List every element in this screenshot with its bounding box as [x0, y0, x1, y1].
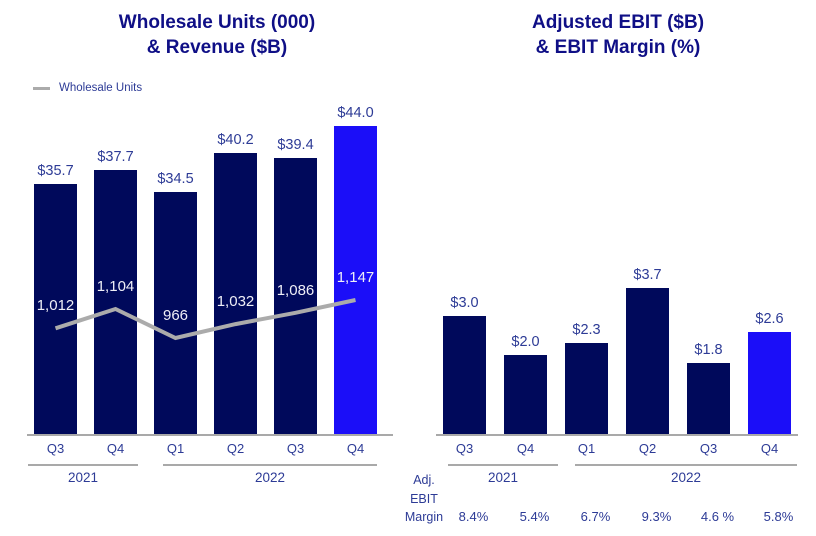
quarter-label: Q4 [106, 441, 125, 456]
bar-value-label: $3.7 [633, 267, 662, 283]
ebit-bar [626, 288, 669, 434]
bar-value-label: $44.0 [337, 105, 374, 121]
year-group-line [28, 464, 138, 466]
bar-value-label: $3.0 [450, 295, 479, 311]
quarter-label: Q2 [638, 441, 657, 456]
chart-title-line2: & Revenue ($B) [146, 37, 288, 58]
bar-value-label: $40.2 [217, 132, 254, 148]
revenue-bar [94, 170, 137, 434]
x-axis-line [27, 434, 393, 436]
year-label: 2021 [487, 470, 519, 485]
margin-value: 6.7% [580, 509, 611, 524]
chart-title-line1: Adjusted EBIT ($B) [531, 12, 705, 33]
bar-value-label: $34.5 [157, 171, 194, 187]
bar-value-label: $2.0 [511, 334, 540, 350]
margin-value: 4.6 % [700, 509, 735, 524]
quarter-label: Q1 [166, 441, 185, 456]
revenue-bar [274, 158, 317, 434]
ebit-bar [504, 355, 547, 434]
year-label: 2022 [670, 470, 702, 485]
margin-value: 9.3% [641, 509, 672, 524]
legend: Wholesale Units [33, 82, 142, 94]
legend-label: Wholesale Units [59, 82, 143, 94]
ebit-margin-chart-title: Adjusted EBIT ($B) & EBIT Margin (%) [488, 10, 748, 60]
units-value-label: 1,104 [96, 278, 135, 295]
adj-ebit-margin-row-header: Adj. EBIT Margin [398, 471, 450, 527]
quarter-label: Q1 [577, 441, 596, 456]
year-group-line [575, 464, 797, 466]
quarter-label: Q2 [226, 441, 245, 456]
margin-header-line3: Margin [404, 510, 444, 524]
ebit-bar [565, 343, 608, 434]
quarter-label: Q4 [346, 441, 365, 456]
bar-value-label: $2.6 [755, 311, 784, 327]
quarter-label: Q3 [699, 441, 718, 456]
ebit-bar [687, 363, 730, 434]
quarter-label: Q3 [286, 441, 305, 456]
wholesale-revenue-chart-title: Wholesale Units (000) & Revenue ($B) [87, 10, 347, 60]
bar-value-label: $1.8 [694, 342, 723, 358]
margin-header-line1: Adj. [413, 473, 435, 487]
quarter-label: Q4 [760, 441, 779, 456]
ebit-bar [748, 332, 791, 434]
year-group-line [163, 464, 377, 466]
margin-value: 8.4% [458, 509, 489, 524]
line-series-swatch-icon [33, 86, 50, 90]
bar-value-label: $39.4 [277, 137, 314, 153]
revenue-bar [214, 153, 257, 434]
margin-value: 5.4% [519, 509, 550, 524]
margin-value: 5.8% [763, 509, 794, 524]
bar-value-label: $2.3 [572, 322, 601, 338]
year-label: 2021 [67, 470, 99, 485]
units-value-label: 1,012 [36, 297, 75, 314]
bar-value-label: $35.7 [37, 163, 74, 179]
year-group-line [448, 464, 558, 466]
x-axis-line [436, 434, 798, 436]
ebit-bar [443, 316, 486, 434]
chart-title-line1: Wholesale Units (000) [118, 12, 316, 33]
bar-value-label: $37.7 [97, 149, 134, 165]
revenue-bar [334, 126, 377, 434]
quarter-label: Q3 [46, 441, 65, 456]
chart-title-line2: & EBIT Margin (%) [535, 37, 701, 58]
units-value-label: 1,147 [336, 269, 375, 286]
quarter-label: Q4 [516, 441, 535, 456]
units-value-label: 1,086 [276, 282, 315, 299]
year-label: 2022 [254, 470, 286, 485]
quarter-label: Q3 [455, 441, 474, 456]
margin-header-line2: EBIT [410, 491, 438, 506]
